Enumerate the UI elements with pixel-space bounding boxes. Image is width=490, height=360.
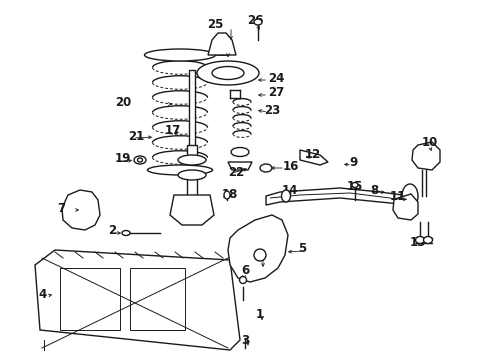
Text: 1: 1 bbox=[256, 309, 264, 321]
Ellipse shape bbox=[402, 184, 418, 208]
Text: 13: 13 bbox=[410, 237, 426, 249]
Ellipse shape bbox=[254, 19, 262, 25]
Ellipse shape bbox=[212, 67, 244, 80]
Ellipse shape bbox=[122, 230, 130, 235]
Polygon shape bbox=[393, 194, 418, 220]
Ellipse shape bbox=[254, 249, 266, 261]
Ellipse shape bbox=[145, 49, 216, 61]
Polygon shape bbox=[189, 70, 195, 150]
Ellipse shape bbox=[240, 276, 246, 284]
Text: 6: 6 bbox=[241, 265, 249, 278]
Polygon shape bbox=[170, 195, 214, 225]
Text: 7: 7 bbox=[57, 202, 65, 215]
Text: 18: 18 bbox=[222, 188, 238, 201]
Text: 25: 25 bbox=[207, 18, 223, 31]
Text: 15: 15 bbox=[347, 180, 364, 193]
Ellipse shape bbox=[416, 237, 424, 243]
Text: 23: 23 bbox=[264, 104, 280, 117]
Text: 3: 3 bbox=[241, 333, 249, 346]
Polygon shape bbox=[266, 188, 415, 205]
Ellipse shape bbox=[224, 191, 230, 199]
Text: 19: 19 bbox=[115, 153, 131, 166]
Text: 16: 16 bbox=[283, 161, 299, 174]
Ellipse shape bbox=[134, 156, 146, 164]
Text: 21: 21 bbox=[128, 130, 144, 143]
Polygon shape bbox=[300, 150, 328, 165]
Ellipse shape bbox=[147, 165, 213, 175]
Text: 14: 14 bbox=[282, 184, 298, 197]
Text: 10: 10 bbox=[422, 136, 438, 149]
Text: 17: 17 bbox=[165, 125, 181, 138]
Polygon shape bbox=[187, 145, 197, 200]
Text: 24: 24 bbox=[268, 72, 284, 85]
Text: 2: 2 bbox=[108, 225, 116, 238]
Ellipse shape bbox=[352, 183, 358, 188]
Text: 4: 4 bbox=[38, 288, 46, 301]
Polygon shape bbox=[228, 162, 252, 170]
Text: 26: 26 bbox=[247, 13, 264, 27]
Text: 11: 11 bbox=[390, 189, 406, 202]
Text: 9: 9 bbox=[349, 157, 357, 170]
Polygon shape bbox=[412, 142, 440, 170]
Polygon shape bbox=[228, 215, 288, 282]
Text: 8: 8 bbox=[370, 184, 378, 197]
Ellipse shape bbox=[231, 148, 249, 157]
Ellipse shape bbox=[281, 190, 291, 202]
Text: 12: 12 bbox=[305, 148, 321, 162]
Ellipse shape bbox=[178, 170, 206, 180]
Polygon shape bbox=[208, 33, 236, 55]
Ellipse shape bbox=[423, 237, 433, 243]
Polygon shape bbox=[62, 190, 100, 230]
Ellipse shape bbox=[138, 158, 143, 162]
Ellipse shape bbox=[178, 155, 206, 165]
Text: 27: 27 bbox=[268, 86, 284, 99]
Ellipse shape bbox=[260, 164, 272, 172]
Polygon shape bbox=[35, 250, 240, 350]
Ellipse shape bbox=[197, 61, 259, 85]
Text: 22: 22 bbox=[228, 166, 244, 179]
Text: 5: 5 bbox=[298, 243, 306, 256]
Text: 20: 20 bbox=[115, 96, 131, 109]
